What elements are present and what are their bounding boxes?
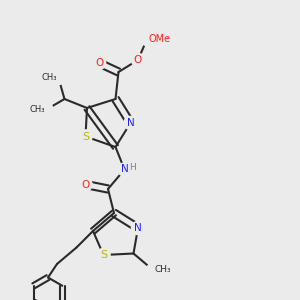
Circle shape (118, 163, 131, 176)
Text: N: N (127, 118, 134, 128)
Circle shape (146, 263, 160, 277)
Text: CH₃: CH₃ (29, 105, 45, 114)
Circle shape (124, 116, 137, 130)
Circle shape (79, 130, 92, 143)
Circle shape (140, 32, 154, 46)
Text: N: N (121, 164, 128, 175)
Text: O: O (81, 179, 90, 190)
Text: S: S (82, 131, 89, 142)
Circle shape (79, 178, 92, 191)
Text: N: N (134, 223, 142, 233)
Text: CH₃: CH₃ (154, 266, 171, 274)
Circle shape (40, 103, 53, 116)
Circle shape (131, 53, 145, 67)
Circle shape (131, 221, 145, 235)
Text: O: O (95, 58, 103, 68)
Text: CH₃: CH₃ (41, 74, 57, 82)
Text: OMe: OMe (148, 34, 170, 44)
Circle shape (92, 56, 106, 70)
Text: H: H (129, 164, 135, 172)
Circle shape (52, 71, 65, 85)
Circle shape (97, 248, 110, 262)
Text: S: S (100, 250, 107, 260)
Text: O: O (134, 55, 142, 65)
